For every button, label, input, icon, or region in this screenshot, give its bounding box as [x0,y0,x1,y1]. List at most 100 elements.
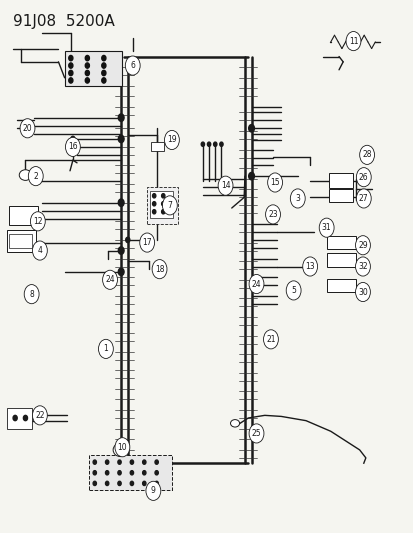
Circle shape [265,205,280,224]
Circle shape [69,70,73,76]
Circle shape [126,237,130,243]
Bar [326,236,355,249]
Circle shape [69,55,73,61]
Text: 2: 2 [33,172,38,181]
Text: 22: 22 [35,411,45,420]
Circle shape [71,136,75,142]
Circle shape [32,406,47,425]
Circle shape [152,260,166,279]
Circle shape [201,142,204,147]
Circle shape [161,209,164,214]
Circle shape [249,274,263,294]
Bar [151,142,163,151]
Circle shape [218,176,233,195]
Circle shape [355,236,370,255]
Circle shape [102,63,106,68]
Text: 10: 10 [117,443,127,452]
Circle shape [356,189,370,208]
Circle shape [290,189,304,208]
Text: 9: 9 [151,486,155,495]
Text: 21: 21 [266,335,275,344]
Text: 27: 27 [358,194,368,203]
Circle shape [118,247,124,254]
Circle shape [33,415,38,421]
Text: 91J08  5200A: 91J08 5200A [13,14,114,29]
Circle shape [24,285,39,304]
Circle shape [28,166,43,185]
Circle shape [164,131,179,150]
Ellipse shape [19,169,31,180]
Circle shape [85,78,89,83]
Text: 13: 13 [305,262,314,271]
Circle shape [105,471,109,475]
Circle shape [142,481,145,486]
Text: 15: 15 [270,178,279,187]
Circle shape [102,78,106,83]
Circle shape [85,55,89,61]
Text: 24: 24 [105,275,114,284]
Circle shape [118,481,121,486]
Text: 5: 5 [290,286,295,295]
Text: 8: 8 [29,289,34,298]
Text: 25: 25 [251,429,261,438]
Circle shape [162,196,177,215]
Circle shape [102,270,117,289]
Circle shape [248,125,254,132]
Text: 30: 30 [357,287,367,296]
Text: 32: 32 [357,262,367,271]
Circle shape [23,415,27,421]
Bar [147,187,178,224]
Circle shape [118,114,124,122]
Circle shape [161,193,164,198]
Circle shape [152,193,155,198]
Circle shape [213,142,216,147]
Circle shape [13,415,17,421]
Bar [89,455,171,490]
Circle shape [105,460,109,464]
Circle shape [355,257,370,276]
Text: 23: 23 [268,210,277,219]
Circle shape [318,218,333,237]
Text: 29: 29 [357,241,367,250]
Text: 20: 20 [23,124,32,133]
Circle shape [85,70,89,76]
Circle shape [118,135,124,143]
Ellipse shape [230,419,239,427]
Bar [328,173,353,188]
Circle shape [267,173,282,192]
Circle shape [152,209,155,214]
Bar [7,408,31,429]
Text: 4: 4 [37,246,42,255]
Circle shape [154,481,158,486]
Circle shape [93,460,96,464]
Circle shape [219,142,223,147]
Circle shape [154,471,158,475]
Circle shape [130,460,133,464]
Circle shape [32,241,47,260]
Circle shape [20,119,35,138]
Ellipse shape [113,443,127,457]
Bar [326,253,355,266]
Circle shape [142,471,145,475]
Text: 7: 7 [167,201,172,210]
Circle shape [355,282,370,302]
Circle shape [152,201,155,206]
Circle shape [102,70,106,76]
Bar [9,206,38,225]
Circle shape [85,63,89,68]
Circle shape [65,138,80,157]
Text: 1: 1 [103,344,108,353]
Text: 17: 17 [142,238,152,247]
Text: 6: 6 [130,61,135,70]
Circle shape [69,63,73,68]
Circle shape [118,268,124,276]
Circle shape [154,460,158,464]
Bar [64,51,122,86]
Circle shape [69,78,73,83]
Text: 11: 11 [348,37,357,46]
Circle shape [356,167,370,187]
Text: 19: 19 [167,135,176,144]
Circle shape [115,438,130,457]
Circle shape [30,212,45,231]
Circle shape [98,340,113,359]
